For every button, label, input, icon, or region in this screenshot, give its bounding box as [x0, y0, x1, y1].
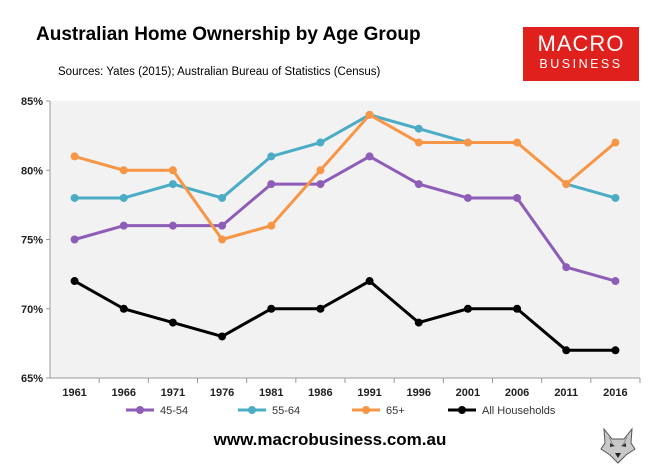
x-tick-label: 1996: [407, 387, 431, 399]
chart-subtitle: Sources: Yates (2015); Australian Bureau…: [58, 66, 381, 78]
x-tick-label: 2001: [456, 387, 480, 399]
data-point-55-64: [611, 193, 620, 202]
data-point-65-: [168, 166, 177, 175]
data-point-65-: [119, 166, 128, 175]
logo-line-1: MACRO: [537, 31, 625, 56]
plot-area: [50, 101, 640, 378]
legend-label-55-64: 55-64: [272, 405, 300, 417]
data-point-65-: [267, 221, 276, 230]
data-point-45-54: [365, 152, 374, 161]
data-point-45-54: [611, 277, 620, 286]
x-tick-label: 2006: [505, 387, 529, 399]
legend-label-45-54: 45-54: [160, 405, 188, 417]
data-point-45-54: [119, 221, 128, 230]
data-point-all-households: [611, 346, 620, 355]
data-point-45-54: [562, 263, 571, 272]
x-tick-label: 1966: [112, 387, 136, 399]
series-line-all-households: [73, 279, 616, 352]
data-point-all-households: [70, 277, 79, 286]
x-tick-label: 1991: [357, 387, 381, 399]
data-point-65-: [611, 138, 620, 147]
data-point-all-households: [218, 332, 227, 341]
wolf-logo-icon: [598, 425, 638, 465]
data-point-all-households: [119, 304, 128, 313]
data-point-65-: [513, 138, 522, 147]
data-point-65-: [316, 166, 325, 175]
series-line-45-54: [74, 154, 616, 283]
website-url[interactable]: www.macrobusiness.com.au: [213, 430, 447, 449]
x-tick-label: 2016: [603, 387, 627, 399]
legend-label-65-: 65+: [386, 405, 405, 417]
y-tick-label: 85%: [21, 96, 43, 108]
y-tick-label: 70%: [21, 304, 43, 316]
data-point-45-54: [316, 180, 325, 189]
legend-marker-45-54: [136, 406, 144, 414]
x-tick-label: 1986: [308, 387, 332, 399]
data-point-45-54: [70, 235, 79, 244]
data-point-all-households: [365, 277, 374, 286]
data-point-all-households: [168, 318, 177, 327]
data-point-all-households: [414, 318, 423, 327]
data-point-all-households: [562, 346, 571, 355]
data-point-45-54: [463, 193, 472, 202]
legend-marker-65-: [362, 406, 370, 414]
x-tick-label: 2011: [554, 387, 578, 399]
data-point-45-54: [513, 193, 522, 202]
data-point-65-: [365, 110, 374, 119]
chart-title: Australian Home Ownership by Age Group: [36, 24, 421, 45]
y-tick-label: 75%: [21, 235, 43, 247]
x-tick-label: 1971: [161, 387, 185, 399]
data-point-55-64: [316, 138, 325, 147]
legend-marker-all-households: [458, 406, 466, 414]
data-point-45-54: [218, 221, 227, 230]
data-point-55-64: [168, 180, 177, 189]
macrobusiness-logo: MACRO BUSINESS: [523, 27, 639, 81]
x-tick-label: 1961: [62, 387, 86, 399]
data-point-65-: [414, 138, 423, 147]
data-point-55-64: [70, 193, 79, 202]
data-point-55-64: [267, 152, 276, 161]
data-point-45-54: [414, 180, 423, 189]
data-point-all-households: [316, 304, 325, 313]
legend-marker-55-64: [248, 406, 256, 414]
logo-line-2: BUSINESS: [539, 57, 623, 71]
data-point-all-households: [267, 304, 276, 313]
data-point-all-households: [513, 304, 522, 313]
y-tick-label: 80%: [21, 165, 43, 177]
x-tick-label: 1981: [259, 387, 283, 399]
y-tick-label: 65%: [21, 373, 43, 385]
series-line-65-: [74, 113, 617, 241]
x-tick-label: 1976: [210, 387, 234, 399]
data-point-45-54: [267, 180, 276, 189]
data-point-55-64: [218, 193, 227, 202]
data-point-65-: [463, 138, 472, 147]
legend-label-all-households: All Households: [482, 405, 556, 417]
data-point-45-54: [168, 221, 177, 230]
data-point-65-: [70, 152, 79, 161]
data-point-55-64: [119, 193, 128, 202]
data-point-55-64: [414, 124, 423, 133]
data-point-65-: [562, 180, 571, 189]
data-point-65-: [218, 235, 227, 244]
data-point-all-households: [463, 304, 472, 313]
